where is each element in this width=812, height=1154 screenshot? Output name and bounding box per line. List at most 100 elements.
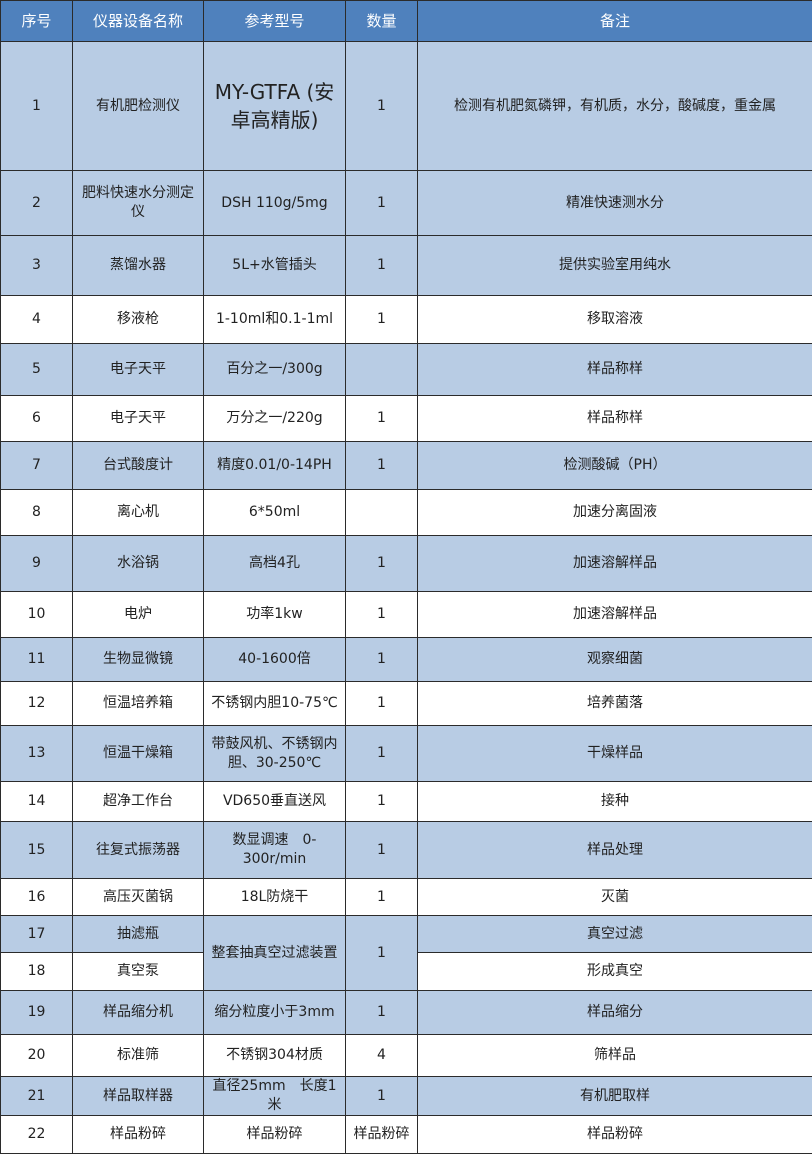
index-cell: 10 [1, 592, 73, 638]
index-cell: 18 [1, 953, 73, 991]
model-cell: VD650垂直送风 [204, 782, 346, 822]
note-cell: 干燥样品 [418, 726, 812, 782]
index-cell: 21 [1, 1077, 73, 1116]
name-cell: 往复式振荡器 [73, 822, 204, 879]
note-cell: 筛样品 [418, 1035, 812, 1077]
index-cell: 1 [1, 42, 73, 171]
header-row: 序号仪器设备名称参考型号数量备注 [1, 1, 812, 42]
note-cell: 样品粉碎 [418, 1116, 812, 1154]
model-cell: 万分之一/220g [204, 396, 346, 442]
quantity-cell: 1 [346, 1077, 418, 1116]
header-cell: 数量 [346, 1, 418, 42]
model-cell: 1-10ml和0.1-1ml [204, 296, 346, 344]
index-cell: 16 [1, 879, 73, 916]
index-cell: 5 [1, 344, 73, 396]
index-cell: 6 [1, 396, 73, 442]
quantity-cell: 1 [346, 296, 418, 344]
note-cell: 有机肥取样 [418, 1077, 812, 1116]
index-cell: 20 [1, 1035, 73, 1077]
quantity-cell: 1 [346, 536, 418, 592]
quantity-cell: 1 [346, 171, 418, 236]
name-cell: 抽滤瓶 [73, 916, 204, 953]
name-cell: 水浴锅 [73, 536, 204, 592]
quantity-cell: 1 [346, 822, 418, 879]
model-cell: 5L+水管插头 [204, 236, 346, 296]
header-cell: 参考型号 [204, 1, 346, 42]
quantity-cell: 1 [346, 42, 418, 171]
name-cell: 有机肥检测仪 [73, 42, 204, 171]
note-cell: 加速分离固液 [418, 490, 812, 536]
note-cell: 样品称样 [418, 396, 812, 442]
note-cell: 样品缩分 [418, 991, 812, 1035]
index-cell: 11 [1, 638, 73, 682]
name-cell: 真空泵 [73, 953, 204, 991]
name-cell: 样品取样器 [73, 1077, 204, 1116]
model-cell: 不锈钢304材质 [204, 1035, 346, 1077]
name-cell: 生物显微镜 [73, 638, 204, 682]
quantity-cell: 样品粉碎 [346, 1116, 418, 1154]
name-cell: 恒温培养箱 [73, 682, 204, 726]
quantity-cell: 1 [346, 726, 418, 782]
index-cell: 22 [1, 1116, 73, 1154]
quantity-cell: 1 [346, 592, 418, 638]
name-cell: 电子天平 [73, 344, 204, 396]
model-cell: 18L防烧干 [204, 879, 346, 916]
note-cell: 提供实验室用纯水 [418, 236, 812, 296]
index-cell: 12 [1, 682, 73, 726]
name-cell: 样品粉碎 [73, 1116, 204, 1154]
model-cell: 不锈钢内胆10-75℃ [204, 682, 346, 726]
index-cell: 8 [1, 490, 73, 536]
note-cell: 检测有机肥氮磷钾，有机质，水分，酸碱度，重金属 [418, 42, 812, 171]
name-cell: 蒸馏水器 [73, 236, 204, 296]
index-cell: 14 [1, 782, 73, 822]
model-cell: 整套抽真空过滤装置 [204, 916, 346, 991]
name-cell: 恒温干燥箱 [73, 726, 204, 782]
note-cell: 观察细菌 [418, 638, 812, 682]
quantity-cell: 1 [346, 682, 418, 726]
model-cell: 40-1600倍 [204, 638, 346, 682]
index-cell: 17 [1, 916, 73, 953]
model-cell: DSH 110g/5mg [204, 171, 346, 236]
quantity-cell: 1 [346, 916, 418, 991]
model-cell: 百分之一/300g [204, 344, 346, 396]
model-cell: 缩分粒度小于3mm [204, 991, 346, 1035]
name-cell: 移液枪 [73, 296, 204, 344]
name-cell: 高压灭菌锅 [73, 879, 204, 916]
quantity-cell: 1 [346, 991, 418, 1035]
note-cell: 移取溶液 [418, 296, 812, 344]
index-cell: 15 [1, 822, 73, 879]
quantity-cell: 1 [346, 638, 418, 682]
name-cell: 台式酸度计 [73, 442, 204, 490]
index-cell: 9 [1, 536, 73, 592]
quantity-cell [346, 344, 418, 396]
note-cell: 样品称样 [418, 344, 812, 396]
index-cell: 7 [1, 442, 73, 490]
name-cell: 样品缩分机 [73, 991, 204, 1035]
model-cell: 高档4孔 [204, 536, 346, 592]
note-cell: 培养菌落 [418, 682, 812, 726]
model-cell: 带鼓风机、不锈钢内胆、30-250℃ [204, 726, 346, 782]
index-cell: 4 [1, 296, 73, 344]
quantity-cell [346, 490, 418, 536]
name-cell: 肥料快速水分测定仪 [73, 171, 204, 236]
name-cell: 超净工作台 [73, 782, 204, 822]
model-cell: 功率1kw [204, 592, 346, 638]
